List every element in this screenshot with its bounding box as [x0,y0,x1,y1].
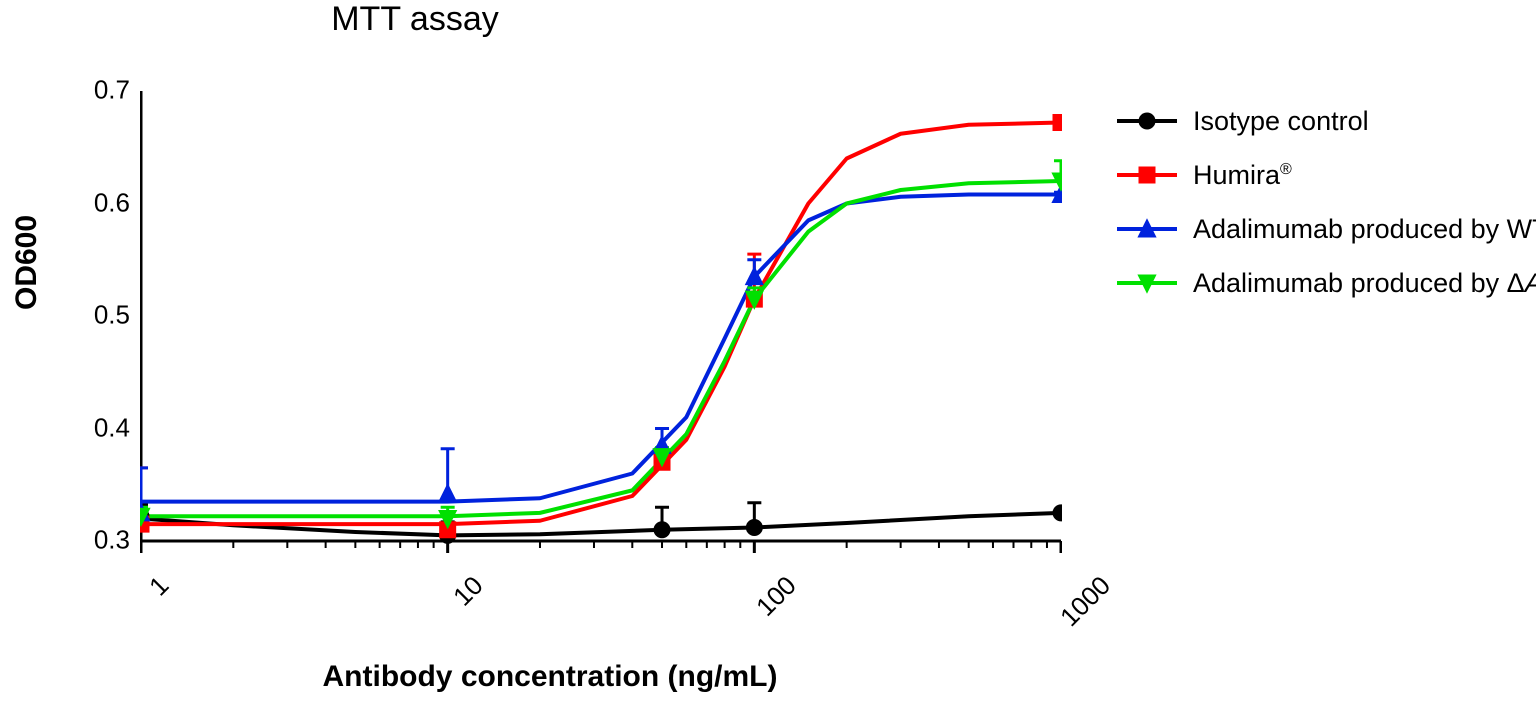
legend-swatch [1115,109,1179,133]
chart-title: MTT assay [0,0,830,39]
legend: Isotype control Humira® Adalimumab produce… [1115,105,1536,321]
legend-item: Adalimumab produced by ΔAooch1 [1115,267,1536,299]
legend-label: Isotype control [1193,106,1369,137]
x-tick-label: 10 [447,570,489,612]
legend-label: Adalimumab produced by ΔAooch1 [1193,268,1536,299]
legend-swatch [1115,217,1179,241]
y-tick-label: 0.4 [94,412,130,443]
legend-label: Adalimumab produced by WT [1193,214,1536,245]
x-tick-label: 1 [143,570,175,602]
legend-swatch [1115,163,1179,187]
y-tick-label: 0.6 [94,187,130,218]
y-axis-label: OD600 [10,215,44,310]
legend-item: Humira® [1115,159,1536,191]
y-tick-label: 0.7 [94,75,130,106]
y-tick-label: 0.5 [94,300,130,331]
y-tick-label: 0.3 [94,525,130,556]
x-tick-label: 1000 [1054,570,1117,633]
legend-item: Adalimumab produced by WT [1115,213,1536,245]
legend-label: Humira® [1193,160,1292,191]
x-axis-label: Antibody concentration (ng/mL) [0,660,1100,694]
chart-plot-area [140,90,1062,554]
x-tick-label: 100 [750,570,803,623]
legend-item: Isotype control [1115,105,1536,137]
legend-swatch [1115,271,1179,295]
